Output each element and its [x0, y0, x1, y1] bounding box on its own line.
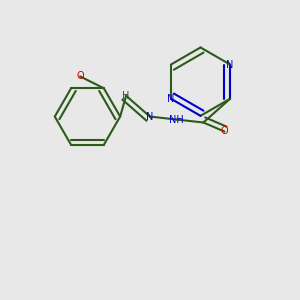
Text: N: N — [167, 94, 175, 104]
Text: NH: NH — [169, 115, 184, 124]
Text: O: O — [76, 71, 84, 81]
Text: O: O — [220, 126, 228, 136]
Text: H: H — [122, 91, 130, 101]
Text: N: N — [226, 59, 234, 70]
Text: N: N — [146, 112, 154, 122]
